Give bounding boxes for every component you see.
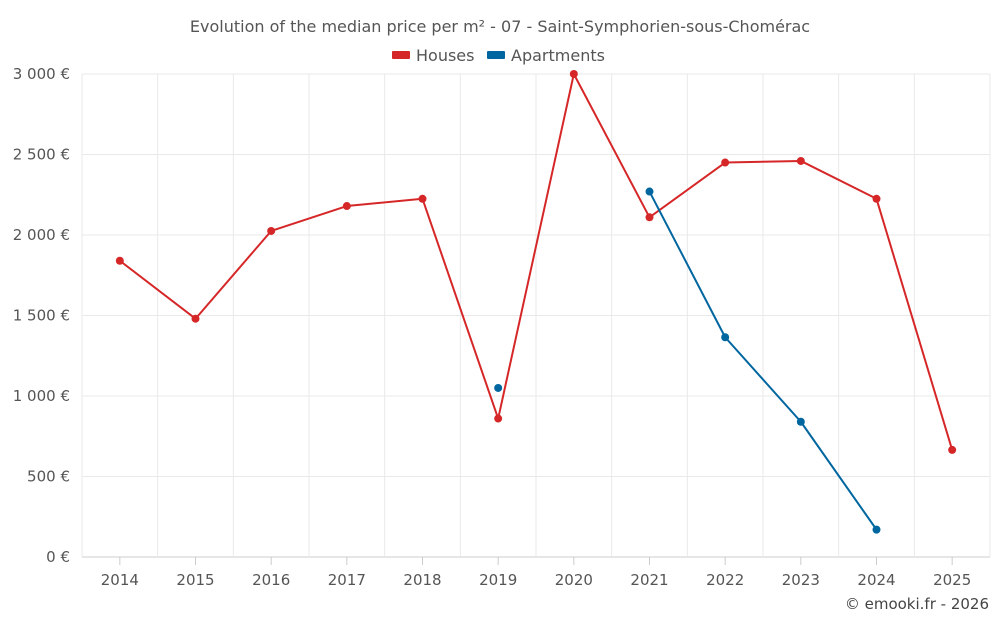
data-point-houses[interactable] [948,445,957,454]
series-line-apartments [648,191,878,531]
legend-swatch-houses [392,51,410,59]
legend: Houses Apartments [392,46,605,65]
x-tick-label: 2022 [706,571,744,589]
chart-title: Evolution of the median price per m² - 0… [190,17,810,36]
series-houses [115,70,957,454]
x-tick-label: 2019 [479,571,517,589]
data-point-houses[interactable] [342,202,351,211]
x-tick-label: 2016 [252,571,290,589]
legend-label-houses: Houses [416,46,474,65]
y-tick-label: 1 000 € [13,387,70,405]
y-tick-label: 2 500 € [13,146,70,164]
y-tick-label: 500 € [27,468,70,486]
y-tick-label: 3 000 € [13,65,70,83]
data-point-houses[interactable] [494,414,503,423]
data-point-houses[interactable] [418,194,427,203]
legend-swatch-apartments [487,51,505,59]
data-point-apartments[interactable] [872,525,881,534]
data-point-houses[interactable] [569,70,578,78]
data-point-houses[interactable] [721,158,730,167]
data-point-houses[interactable] [267,226,276,235]
x-tick-label: 2015 [176,571,214,589]
y-axis: 0 € 500 € 1 000 € 1 500 € 2 000 € 2 500 € 3 00… [13,65,70,566]
series-apartments [494,187,881,534]
x-tick-label: 2014 [101,571,139,589]
data-point-apartments[interactable] [494,383,503,392]
x-axis: 2014 2015 2016 2017 2018 2019 2020 2021 2022 2023… [101,557,971,589]
data-point-houses[interactable] [872,194,881,203]
x-tick-label: 2025 [933,571,971,589]
y-tick-label: 0 € [46,548,70,566]
y-tick-label: 2 000 € [13,226,70,244]
legend-item-houses[interactable]: Houses [392,46,474,65]
credit: © emooki.fr - 2026 [845,595,989,613]
grid [81,73,991,558]
series-line-houses [119,73,954,451]
legend-item-apartments[interactable]: Apartments [487,46,605,65]
x-tick-label: 2021 [630,571,668,589]
data-point-houses[interactable] [796,156,805,165]
series-layer [115,70,957,534]
y-tick-label: 1 500 € [13,307,70,325]
data-point-houses[interactable] [191,314,200,323]
x-tick-label: 2020 [555,571,593,589]
data-point-apartments[interactable] [796,417,805,426]
data-point-houses[interactable] [645,213,654,222]
x-tick-label: 2017 [328,571,366,589]
legend-label-apartments: Apartments [511,46,605,65]
x-tick-label: 2018 [403,571,441,589]
x-tick-label: 2024 [857,571,895,589]
data-point-apartments[interactable] [721,333,730,342]
data-point-apartments[interactable] [645,187,654,196]
x-tick-label: 2023 [782,571,820,589]
data-point-houses[interactable] [115,256,124,265]
